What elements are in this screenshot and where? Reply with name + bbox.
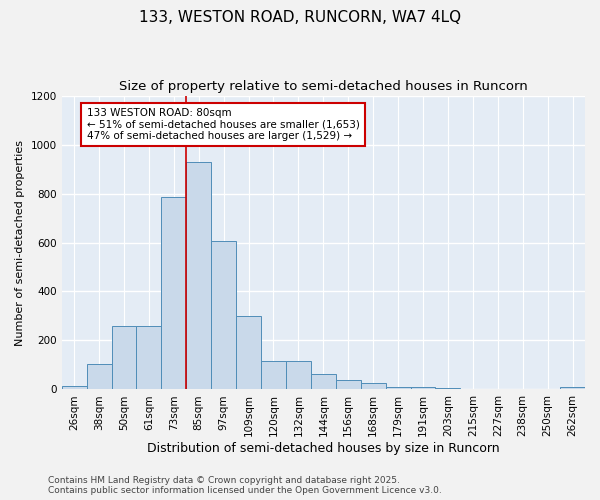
Bar — [62, 386, 86, 390]
Bar — [186, 162, 211, 390]
X-axis label: Distribution of semi-detached houses by size in Runcorn: Distribution of semi-detached houses by … — [147, 442, 500, 455]
Bar — [161, 197, 186, 390]
Bar — [386, 386, 410, 390]
Bar — [261, 362, 286, 390]
Bar — [86, 364, 112, 390]
Text: 133, WESTON ROAD, RUNCORN, WA7 4LQ: 133, WESTON ROAD, RUNCORN, WA7 4LQ — [139, 10, 461, 25]
Title: Size of property relative to semi-detached houses in Runcorn: Size of property relative to semi-detach… — [119, 80, 528, 93]
Bar — [336, 380, 361, 390]
Bar — [361, 384, 386, 390]
Bar — [211, 242, 236, 390]
Text: Contains HM Land Registry data © Crown copyright and database right 2025.
Contai: Contains HM Land Registry data © Crown c… — [48, 476, 442, 495]
Y-axis label: Number of semi-detached properties: Number of semi-detached properties — [15, 140, 25, 346]
Bar — [560, 388, 585, 390]
Bar — [112, 326, 136, 390]
Bar — [236, 316, 261, 390]
Text: 133 WESTON ROAD: 80sqm
← 51% of semi-detached houses are smaller (1,653)
47% of : 133 WESTON ROAD: 80sqm ← 51% of semi-det… — [86, 108, 359, 141]
Bar — [410, 388, 436, 390]
Bar — [286, 362, 311, 390]
Bar — [311, 374, 336, 390]
Bar — [136, 326, 161, 390]
Bar — [436, 388, 460, 390]
